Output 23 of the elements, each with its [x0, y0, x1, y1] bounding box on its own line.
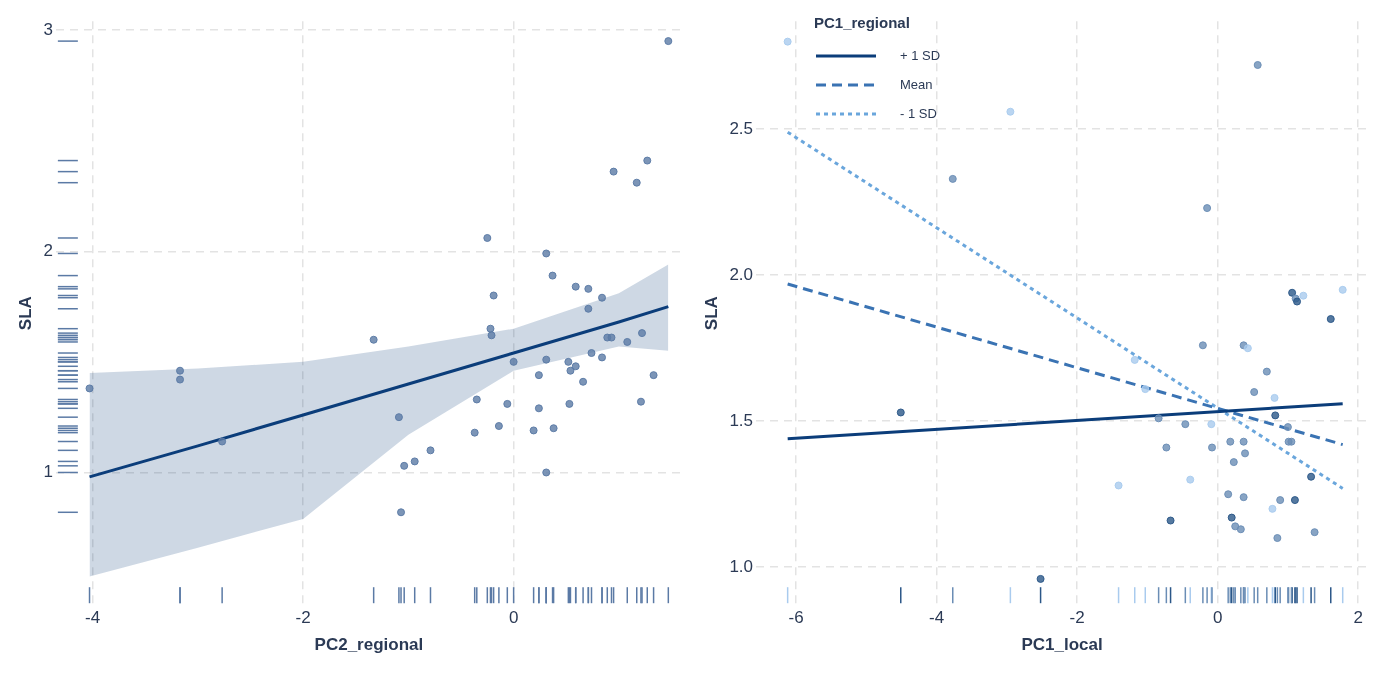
x-tick-label: 0 — [1212, 608, 1223, 628]
x-axis-title: PC2_regional — [314, 635, 424, 655]
y-tick-label: 2.0 — [729, 264, 754, 284]
legend-label: - 1 SD — [900, 106, 937, 121]
x-tick-label: -2 — [295, 608, 311, 628]
y-tick-label: 3 — [43, 19, 53, 39]
y-tick-label: 1.5 — [729, 410, 754, 430]
y-tick-label: 1 — [43, 462, 53, 482]
legend-label: + 1 SD — [900, 48, 941, 63]
legend-label: Mean — [900, 77, 933, 92]
y-axis-title: SLA — [15, 296, 35, 331]
x-tick-label: 0 — [508, 608, 519, 628]
x-axis-title: PC1_local — [1021, 635, 1103, 655]
x-tick-label: -4 — [85, 608, 101, 628]
y-tick-label: 1.0 — [729, 556, 754, 576]
x-tick-label: 2 — [1353, 608, 1363, 628]
y-tick-label: 2.5 — [729, 118, 754, 138]
x-tick-label: -6 — [788, 608, 804, 628]
legend-title: PC1_regional — [814, 14, 911, 31]
y-axis-title: SLA — [701, 296, 721, 331]
x-tick-label: -2 — [1069, 608, 1085, 628]
x-tick-label: -4 — [929, 608, 945, 628]
y-tick-label: 2 — [43, 240, 53, 260]
